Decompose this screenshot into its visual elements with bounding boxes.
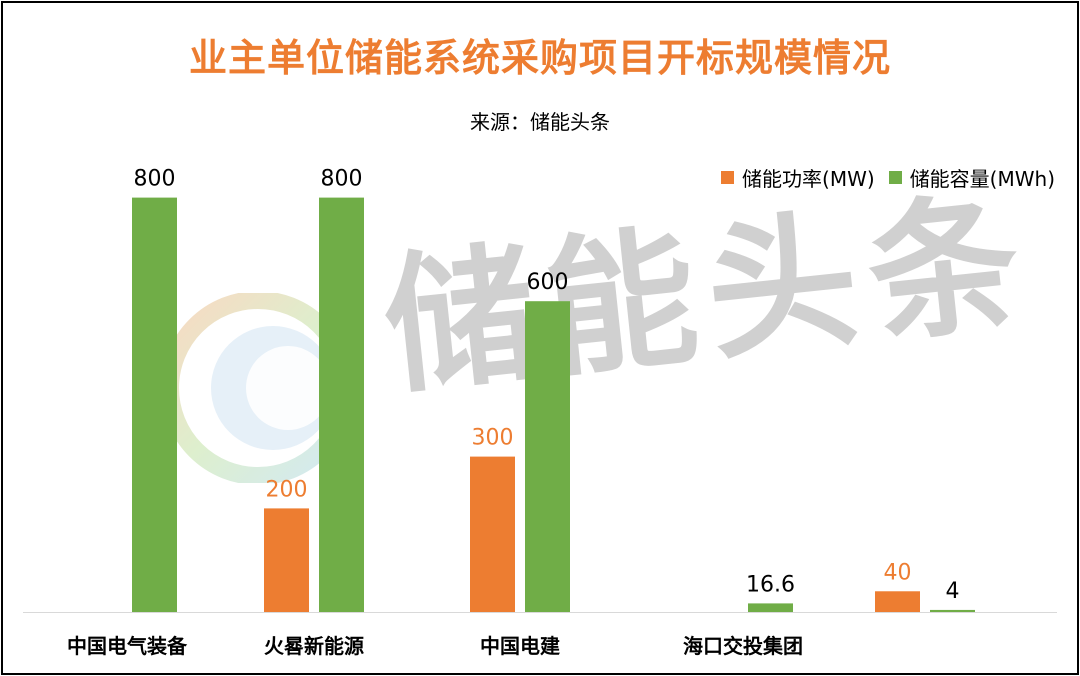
data-label-power-1: 200	[266, 477, 308, 502]
chart-plot-area: 800 中国电气装备 200 800 火晷新能源 300 600 中国电建 16.6 海口交投集团…	[23, 167, 1057, 658]
legend-swatch-power	[721, 171, 735, 184]
category-label-2: 中国电建	[480, 634, 560, 658]
bar-capacity-4	[930, 609, 975, 612]
category-label-0: 中国电气装备	[67, 634, 188, 658]
legend-item-power: 储能功率(MW)	[721, 163, 875, 192]
category-label-3: 海口交投集团	[683, 634, 803, 658]
bar-capacity-3	[748, 603, 793, 612]
legend-label-power: 储能功率(MW)	[742, 167, 875, 191]
chart-subtitle: 来源：储能头条	[470, 110, 610, 134]
bar-capacity-0	[132, 197, 177, 612]
data-label-capacity-2: 600	[527, 270, 569, 295]
data-label-power-4: 40	[884, 560, 912, 585]
category-label-1: 火晷新能源	[264, 634, 364, 658]
data-label-capacity-0: 800	[134, 167, 176, 192]
bar-capacity-2	[525, 301, 570, 612]
bar-power-1	[264, 508, 309, 612]
legend-swatch-capacity	[888, 171, 902, 184]
legend-label-capacity: 储能容量(MWh)	[909, 167, 1055, 191]
data-label-capacity-3: 16.6	[746, 572, 795, 597]
data-label-capacity-1: 800	[321, 167, 363, 192]
bar-power-2	[470, 456, 515, 612]
chart-title: 业主单位储能系统采购项目开标规模情况	[188, 36, 891, 80]
bar-capacity-1	[319, 197, 364, 612]
legend-item-capacity: 储能容量(MWh)	[888, 163, 1055, 192]
data-label-power-2: 300	[472, 426, 514, 451]
bar-power-4	[875, 591, 920, 612]
data-label-capacity-4: 4	[946, 579, 960, 604]
chart-legend: 储能功率(MW) 储能容量(MWh)	[721, 163, 1055, 192]
